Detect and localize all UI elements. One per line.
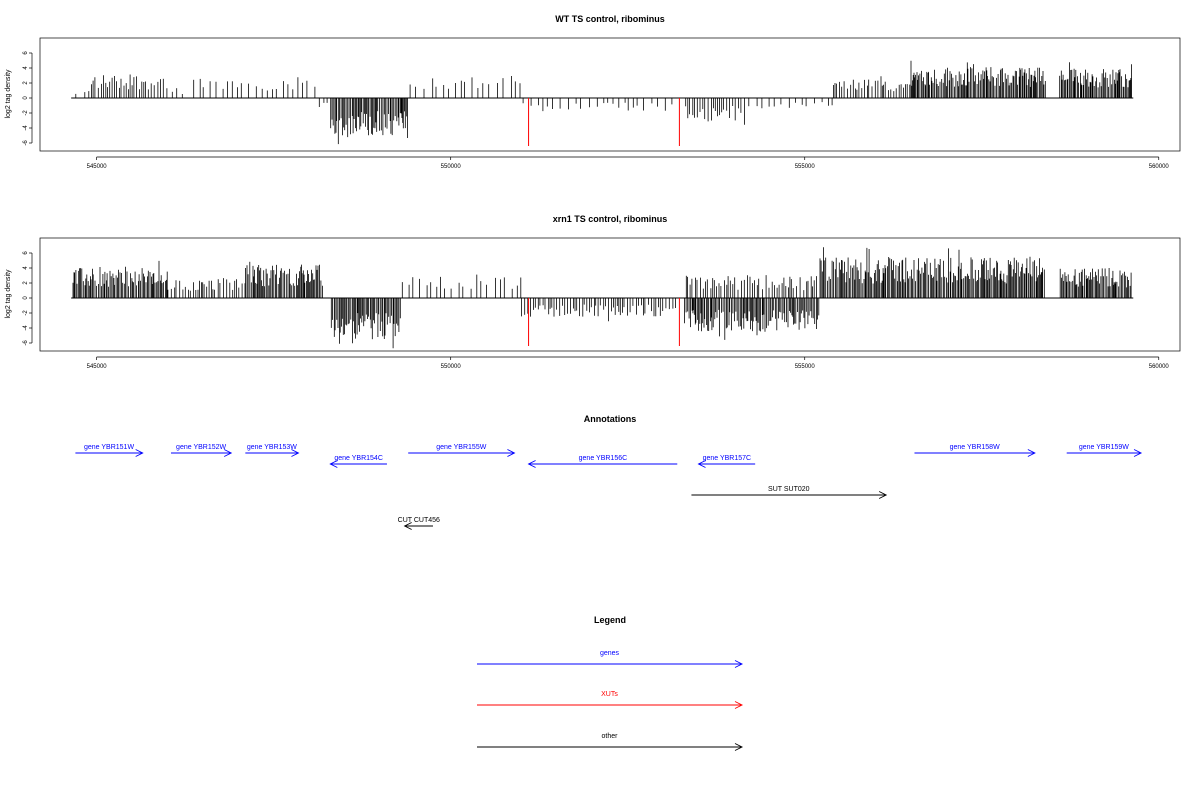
annotation-feature: gene YBR152W bbox=[170, 444, 233, 457]
annotation-arrow-arrowhead bbox=[1027, 449, 1036, 457]
wt-y-axis-label: log2 tag density bbox=[5, 69, 12, 119]
wt-plot-frame bbox=[39, 37, 1181, 152]
legend-label: XUTs bbox=[601, 691, 618, 698]
annotation-feature: gene YBR154C bbox=[329, 455, 387, 468]
xrn1-panel-title: xrn1 TS control, ribominus bbox=[553, 214, 668, 224]
annotation-feature: gene YBR151W bbox=[75, 444, 144, 457]
legend-item: genes bbox=[477, 650, 744, 668]
annotation-arrow-arrowhead bbox=[291, 449, 300, 457]
y-tick-label: -4 bbox=[23, 325, 29, 331]
y-tick-label: 0 bbox=[23, 96, 29, 100]
annotation-arrow-arrowhead bbox=[527, 460, 536, 468]
annotation-label: SUT SUT020 bbox=[768, 486, 810, 493]
x-tick-label: 555000 bbox=[795, 364, 816, 370]
annotation-arrow-arrowhead bbox=[507, 449, 516, 457]
annotation-label: CUT CUT456 bbox=[398, 517, 440, 524]
y-tick-label: 4 bbox=[23, 66, 29, 70]
annotation-feature: SUT SUT020 bbox=[691, 486, 888, 499]
y-tick-label: 6 bbox=[23, 251, 29, 255]
wt-axes: -6 -4 -2 0 2 4 6 545000 550000 555000 560000 bbox=[23, 51, 1169, 170]
legend-arrow-arrowhead bbox=[734, 660, 744, 668]
annotation-arrow-arrowhead bbox=[135, 449, 144, 457]
annotation-label: gene YBR159W bbox=[1079, 444, 1129, 451]
xrn1-plot-frame bbox=[39, 237, 1181, 352]
annotation-arrow-arrowhead bbox=[329, 460, 338, 468]
xrn1-density-panel: xrn1 TS control, ribominus log2 tag dens… bbox=[5, 214, 1181, 370]
legend: Legend genes XUTs other bbox=[477, 615, 744, 751]
annotation-feature: gene YBR158W bbox=[914, 444, 1036, 457]
x-tick-label: 545000 bbox=[87, 164, 108, 170]
xrn1-axes: -6 -4 -2 0 2 4 6 545000 550000 555000 560000 bbox=[23, 251, 1169, 370]
y-tick-label: -4 bbox=[23, 125, 29, 131]
annotation-feature: gene YBR155W bbox=[408, 444, 516, 457]
legend-label: other bbox=[602, 733, 619, 740]
legend-title: Legend bbox=[594, 615, 626, 625]
annotation-label: gene YBR155W bbox=[436, 444, 486, 451]
annotation-arrow-arrowhead bbox=[403, 522, 412, 530]
y-tick-label: -6 bbox=[23, 340, 29, 346]
legend-arrow-arrowhead bbox=[734, 701, 744, 709]
y-tick-label: 6 bbox=[23, 51, 29, 55]
x-tick-label: 560000 bbox=[1149, 364, 1170, 370]
y-tick-label: -2 bbox=[23, 310, 29, 316]
annotation-label: gene YBR156C bbox=[579, 455, 628, 462]
annotation-arrow-arrowhead bbox=[1133, 449, 1143, 457]
x-tick-label: 560000 bbox=[1149, 164, 1170, 170]
wt-density-panel: WT TS control, ribominus log2 tag densit… bbox=[5, 14, 1181, 170]
annotation-feature: gene YBR153W bbox=[245, 444, 300, 457]
annotation-arrow-arrowhead bbox=[697, 460, 706, 468]
annotation-label: gene YBR158W bbox=[950, 444, 1000, 451]
annotation-label: gene YBR152W bbox=[176, 444, 226, 451]
y-tick-label: 2 bbox=[23, 81, 29, 85]
x-tick-label: 550000 bbox=[441, 364, 462, 370]
annotation-label: gene YBR151W bbox=[84, 444, 134, 451]
xrn1-y-axis-label: log2 tag density bbox=[5, 269, 12, 319]
wt-bars bbox=[75, 60, 1132, 145]
y-tick-label: -2 bbox=[23, 110, 29, 116]
annotation-label: gene YBR157C bbox=[703, 455, 752, 462]
x-tick-label: 550000 bbox=[441, 164, 462, 170]
annotation-feature: gene YBR156C bbox=[527, 455, 678, 468]
annotation-feature: CUT CUT456 bbox=[398, 517, 440, 530]
annotation-arrow-arrowhead bbox=[223, 449, 233, 457]
annotation-feature: gene YBR157C bbox=[697, 455, 756, 468]
y-tick-label: 4 bbox=[23, 266, 29, 270]
annotation-arrow-arrowhead bbox=[878, 491, 888, 499]
x-tick-label: 555000 bbox=[795, 164, 816, 170]
y-tick-label: -6 bbox=[23, 140, 29, 146]
legend-label: genes bbox=[600, 650, 620, 657]
annotation-feature: gene YBR159W bbox=[1066, 444, 1143, 457]
legend-arrow-arrowhead bbox=[734, 743, 744, 751]
annotations-track: Annotations gene YBR151W gene YBR152W gene… bbox=[75, 414, 1143, 530]
wt-panel-title: WT TS control, ribominus bbox=[555, 14, 665, 24]
legend-item: XUTs bbox=[477, 691, 744, 709]
annotation-label: gene YBR153W bbox=[247, 444, 297, 451]
annotations-title: Annotations bbox=[584, 414, 637, 424]
annotation-label: gene YBR154C bbox=[334, 455, 383, 462]
xrn1-bars bbox=[72, 247, 1132, 349]
y-tick-label: 2 bbox=[23, 281, 29, 285]
y-tick-label: 0 bbox=[23, 296, 29, 300]
x-tick-label: 545000 bbox=[87, 364, 108, 370]
legend-item: other bbox=[477, 733, 744, 751]
